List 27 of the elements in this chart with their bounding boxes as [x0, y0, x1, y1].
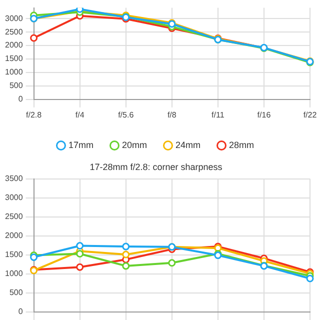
y-tick-label: 1500	[5, 250, 24, 260]
y-tick-label: 2500	[5, 212, 24, 222]
legend-label: 20mm	[122, 140, 148, 150]
x-tick-label: f/22	[303, 110, 318, 120]
x-tick-label: f/5.6	[118, 110, 134, 120]
chart-title: 17-28mm f/2.8: corner sharpness	[90, 162, 223, 172]
x-tick-label: f/11	[212, 110, 225, 120]
y-tick-label: 1000	[5, 269, 24, 278]
y-tick-label: 3000	[5, 14, 24, 23]
y-tick-label: 2000	[5, 231, 24, 240]
x-tick-label: f/4	[75, 110, 85, 120]
legend-label: 28mm	[229, 140, 254, 150]
y-tick-label: 0	[18, 307, 24, 316]
x-tick-label: f/2.8	[26, 110, 42, 120]
y-tick-label: 3000	[5, 193, 24, 202]
y-tick-label: 500	[9, 288, 24, 298]
y-tick-label: 1000	[5, 68, 24, 77]
y-tick-label: 500	[9, 81, 24, 90]
legend-label: 24mm	[176, 140, 201, 150]
y-tick-label: 1500	[5, 54, 24, 64]
y-tick-label: 3500	[5, 174, 24, 184]
y-tick-label: 2500	[5, 27, 24, 36]
x-tick-label: f/16	[257, 110, 272, 120]
x-tick-label: f/8	[167, 110, 177, 120]
y-tick-label: 2000	[5, 40, 24, 50]
legend-label: 17mm	[68, 140, 94, 150]
y-tick-label: 0	[18, 94, 24, 104]
